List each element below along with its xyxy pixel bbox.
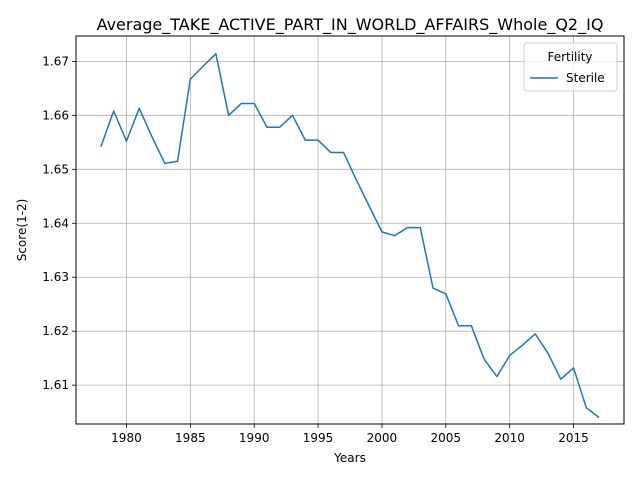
x-tick-label: 2010 <box>494 431 525 445</box>
x-axis-ticks: 1980 1985 1990 1995 2000 2005 2010 2015 <box>111 424 589 445</box>
chart-title: Average_TAKE_ACTIVE_PART_IN_WORLD_AFFAIR… <box>97 15 604 35</box>
x-tick-label: 1995 <box>303 431 334 445</box>
x-tick-label: 2000 <box>367 431 398 445</box>
x-tick-label: 1990 <box>239 431 270 445</box>
x-tick-label: 1985 <box>175 431 206 445</box>
grid-lines <box>76 36 624 424</box>
series-line-sterile <box>100 53 600 419</box>
y-tick-label: 1.67 <box>42 54 69 68</box>
legend: Fertility Sterile <box>523 42 618 92</box>
y-axis-label: Score(1-2) <box>15 199 29 262</box>
legend-box <box>523 42 618 92</box>
series-layer <box>100 53 600 419</box>
y-tick-label: 1.61 <box>42 378 69 392</box>
x-tick-label: 2005 <box>431 431 462 445</box>
legend-title: Fertility <box>547 50 592 64</box>
x-tick-label: 1980 <box>111 431 142 445</box>
y-tick-label: 1.66 <box>42 108 69 122</box>
y-axis-ticks: 1.61 1.62 1.63 1.64 1.65 1.66 1.67 <box>42 54 76 392</box>
y-tick-label: 1.65 <box>42 162 69 176</box>
x-axis-label: Years <box>333 451 366 465</box>
y-tick-label: 1.63 <box>42 270 69 284</box>
y-tick-label: 1.62 <box>42 324 69 338</box>
legend-label-sterile: Sterile <box>566 71 605 85</box>
x-tick-label: 2015 <box>558 431 589 445</box>
y-tick-label: 1.64 <box>42 216 69 230</box>
plot-frame <box>75 35 625 425</box>
